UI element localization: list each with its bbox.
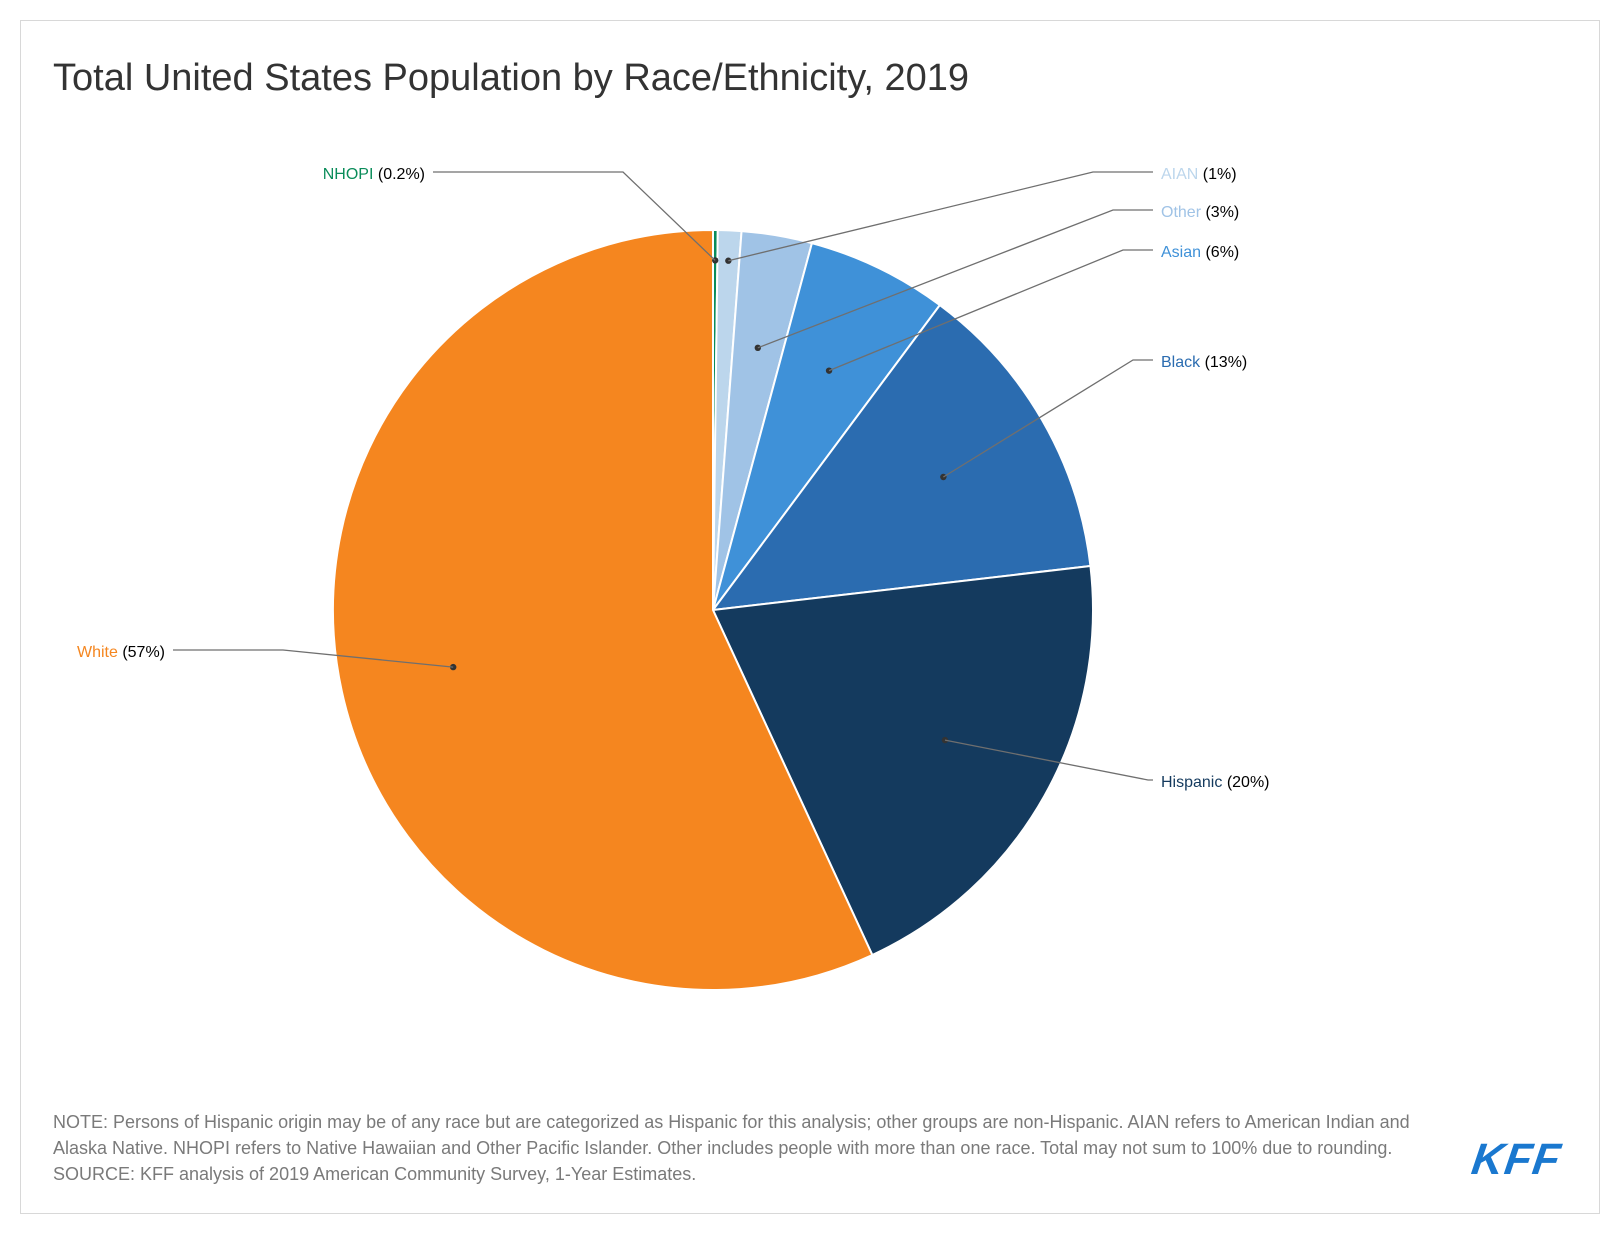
slice-label-hispanic: Hispanic (20%) (1161, 774, 1270, 791)
slice-label-aian: AIAN (1%) (1161, 166, 1237, 183)
slice-label-other: Other (3%) (1161, 204, 1239, 221)
chart-title: Total United States Population by Race/E… (53, 57, 1567, 100)
footer: NOTE: Persons of Hispanic origin may be … (53, 1109, 1567, 1187)
chart-card: Total United States Population by Race/E… (20, 20, 1600, 1214)
source-text: SOURCE: KFF analysis of 2019 American Co… (53, 1161, 1448, 1187)
kff-logo: KFF (1469, 1135, 1571, 1187)
pie-chart-svg: NHOPI (0.2%) AIAN (1%) Other (3%) Asian (6%… (53, 100, 1609, 1020)
footer-notes: NOTE: Persons of Hispanic origin may be … (53, 1109, 1448, 1187)
pie-chart: NHOPI (0.2%) AIAN (1%) Other (3%) Asian (6%… (53, 100, 1567, 1000)
page: Total United States Population by Race/E… (0, 0, 1620, 1234)
note-text: NOTE: Persons of Hispanic origin may be … (53, 1109, 1448, 1161)
slice-label-black: Black (13%) (1161, 354, 1247, 371)
slice-label-nhopi: NHOPI (0.2%) (323, 166, 425, 183)
slice-label-white: White (57%) (77, 644, 165, 661)
slice-label-asian: Asian (6%) (1161, 244, 1239, 261)
